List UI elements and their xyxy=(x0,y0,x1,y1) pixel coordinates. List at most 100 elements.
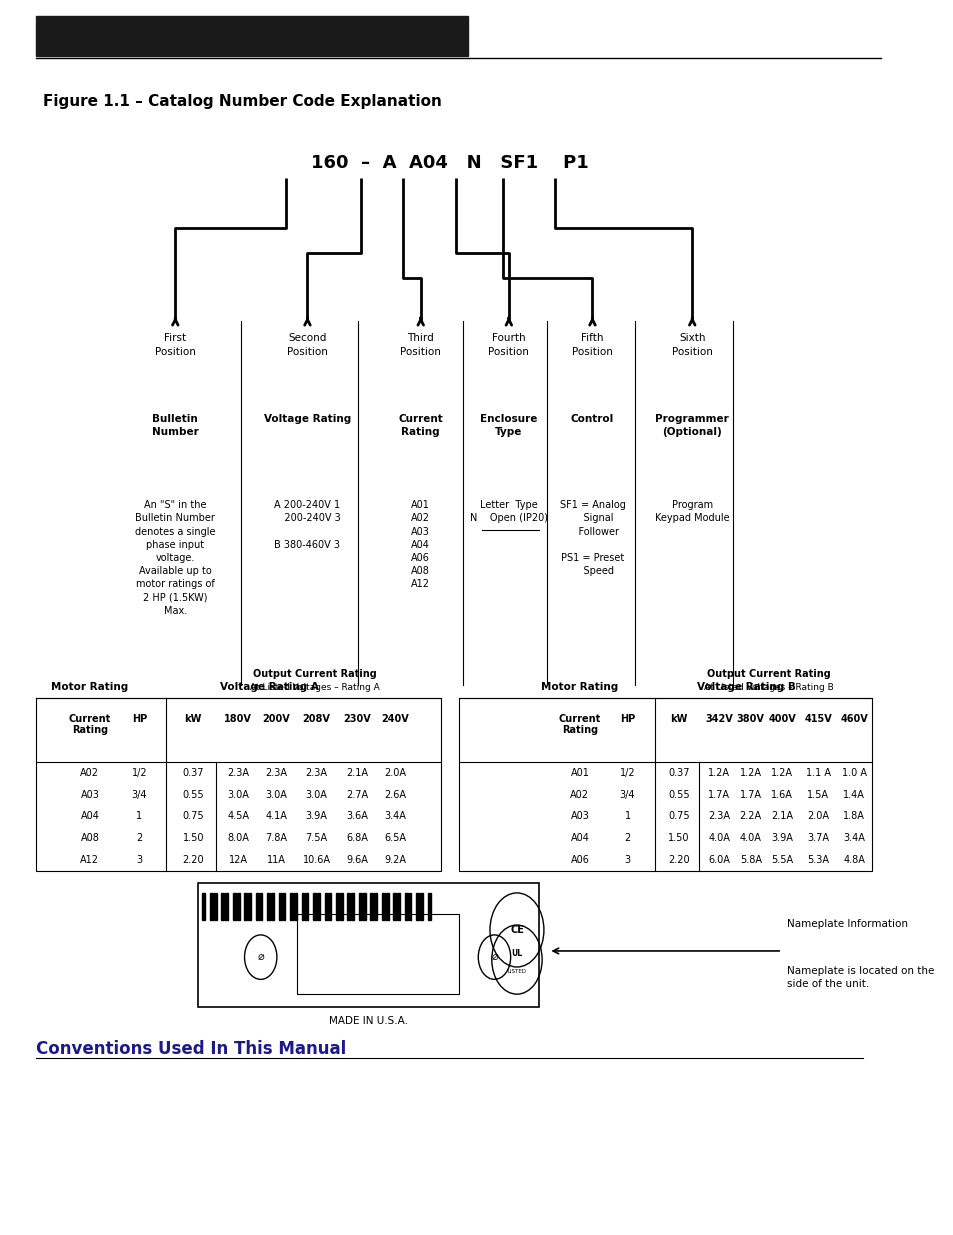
Text: 10.6A: 10.6A xyxy=(302,855,330,864)
Bar xyxy=(335,893,338,920)
Text: 0.75: 0.75 xyxy=(667,811,689,821)
Text: A04: A04 xyxy=(570,834,589,844)
Bar xyxy=(328,893,331,920)
Bar xyxy=(396,893,399,920)
Text: 380V: 380V xyxy=(736,714,764,724)
Text: Program
Keypad Module: Program Keypad Module xyxy=(655,500,729,524)
Text: HP: HP xyxy=(132,714,147,724)
Text: Letter  Type
N    Open (IP20): Letter Type N Open (IP20) xyxy=(470,500,547,524)
Text: 9.2A: 9.2A xyxy=(384,855,406,864)
Text: Second
Position: Second Position xyxy=(287,333,328,357)
Text: Programmer
(Optional): Programmer (Optional) xyxy=(655,414,728,437)
Text: CE: CE xyxy=(510,925,523,935)
Text: Motor Rating: Motor Rating xyxy=(540,682,618,692)
Text: A02: A02 xyxy=(570,789,589,799)
Text: 2.0A: 2.0A xyxy=(384,768,406,778)
Text: Current
Rating: Current Rating xyxy=(69,714,111,735)
Text: 1.5A: 1.5A xyxy=(806,789,828,799)
Bar xyxy=(458,698,871,871)
Text: 1.1 A: 1.1 A xyxy=(804,768,830,778)
Text: A08: A08 xyxy=(80,834,99,844)
Text: HP: HP xyxy=(619,714,635,724)
Text: 2.1A: 2.1A xyxy=(770,811,792,821)
Text: Chapter 1 – Information and Precautions: Chapter 1 – Information and Precautions xyxy=(50,30,317,42)
Text: 6.0A: 6.0A xyxy=(707,855,729,864)
Text: Control: Control xyxy=(570,414,614,424)
Text: 1.2A: 1.2A xyxy=(707,768,729,778)
Text: ⌀: ⌀ xyxy=(257,952,264,962)
Text: 1/2: 1/2 xyxy=(619,768,635,778)
Text: Figure 1.1 – Catalog Number Code Explanation: Figure 1.1 – Catalog Number Code Explana… xyxy=(43,94,442,109)
Text: Fifth
Position: Fifth Position xyxy=(572,333,612,357)
Text: Voltage Rating: Voltage Rating xyxy=(264,414,351,424)
Text: 400V: 400V xyxy=(767,714,795,724)
Bar xyxy=(233,893,235,920)
Bar xyxy=(36,16,467,56)
Bar xyxy=(255,893,258,920)
Text: 7.8A: 7.8A xyxy=(265,834,287,844)
Text: Current
Rating: Current Rating xyxy=(558,714,600,735)
Text: At Listed Voltages – Rating B: At Listed Voltages – Rating B xyxy=(703,683,833,692)
Text: 5.5A: 5.5A xyxy=(770,855,792,864)
Text: 2.3A: 2.3A xyxy=(265,768,287,778)
Text: 3.0A: 3.0A xyxy=(265,789,287,799)
Text: Voltage Rating A: Voltage Rating A xyxy=(220,682,319,692)
Bar xyxy=(385,893,388,920)
Text: A02: A02 xyxy=(80,768,99,778)
Text: 1.8A: 1.8A xyxy=(842,811,864,821)
Text: 2.6A: 2.6A xyxy=(384,789,406,799)
Bar xyxy=(282,893,285,920)
Text: Third
Position: Third Position xyxy=(400,333,440,357)
Text: 6.5A: 6.5A xyxy=(384,834,406,844)
Text: Voltage Rating B: Voltage Rating B xyxy=(696,682,795,692)
Bar xyxy=(358,893,361,920)
Text: 4.8A: 4.8A xyxy=(842,855,864,864)
Text: 1.0 A: 1.0 A xyxy=(841,768,865,778)
Bar xyxy=(271,893,274,920)
Text: 1.7A: 1.7A xyxy=(739,789,760,799)
Text: A03: A03 xyxy=(80,789,99,799)
Text: At Listed Voltages – Rating A: At Listed Voltages – Rating A xyxy=(250,683,379,692)
Text: 208V: 208V xyxy=(302,714,330,724)
Bar xyxy=(236,893,239,920)
Text: 1.6A: 1.6A xyxy=(770,789,792,799)
Text: 200V: 200V xyxy=(262,714,290,724)
Text: 3.0A: 3.0A xyxy=(305,789,327,799)
Bar xyxy=(294,893,296,920)
Text: 3/4: 3/4 xyxy=(619,789,635,799)
Text: 0.37: 0.37 xyxy=(182,768,204,778)
Bar xyxy=(213,893,216,920)
Text: SF1 = Analog
    Signal
    Follower

PS1 = Preset
    Speed: SF1 = Analog Signal Follower PS1 = Prese… xyxy=(559,500,625,577)
Text: 3/4: 3/4 xyxy=(132,789,147,799)
Text: Conventions Used In This Manual: Conventions Used In This Manual xyxy=(36,1040,346,1058)
Bar xyxy=(210,893,213,920)
Text: 2.3A: 2.3A xyxy=(227,768,249,778)
Text: 9.6A: 9.6A xyxy=(346,855,368,864)
Text: kW: kW xyxy=(669,714,687,724)
Text: 5.8A: 5.8A xyxy=(739,855,760,864)
Text: 0.55: 0.55 xyxy=(667,789,689,799)
Text: 2: 2 xyxy=(624,834,630,844)
Bar xyxy=(259,893,262,920)
Text: UL: UL xyxy=(511,948,522,958)
Text: 11A: 11A xyxy=(266,855,285,864)
Bar xyxy=(248,893,251,920)
Text: 2.7A: 2.7A xyxy=(346,789,368,799)
Text: 1.2A: 1.2A xyxy=(739,768,760,778)
Text: Bulletin
Number: Bulletin Number xyxy=(152,414,198,437)
Text: 3.0A: 3.0A xyxy=(227,789,249,799)
Text: 1.50: 1.50 xyxy=(667,834,689,844)
Text: A12: A12 xyxy=(80,855,99,864)
Bar xyxy=(416,893,418,920)
Text: 3.9A: 3.9A xyxy=(305,811,327,821)
Text: A01: A01 xyxy=(570,768,589,778)
Text: 2: 2 xyxy=(136,834,142,844)
Bar xyxy=(419,893,422,920)
Text: A 200-240V 1
   200-240V 3

B 380-460V 3: A 200-240V 1 200-240V 3 B 380-460V 3 xyxy=(274,500,340,550)
Text: 5.3A: 5.3A xyxy=(806,855,828,864)
Bar xyxy=(427,893,430,920)
Text: A01
A02
A03
A04
A06
A08
A12: A01 A02 A03 A04 A06 A08 A12 xyxy=(411,500,430,589)
Text: 1: 1 xyxy=(624,811,630,821)
Bar xyxy=(324,893,327,920)
Text: 2.3A: 2.3A xyxy=(305,768,327,778)
